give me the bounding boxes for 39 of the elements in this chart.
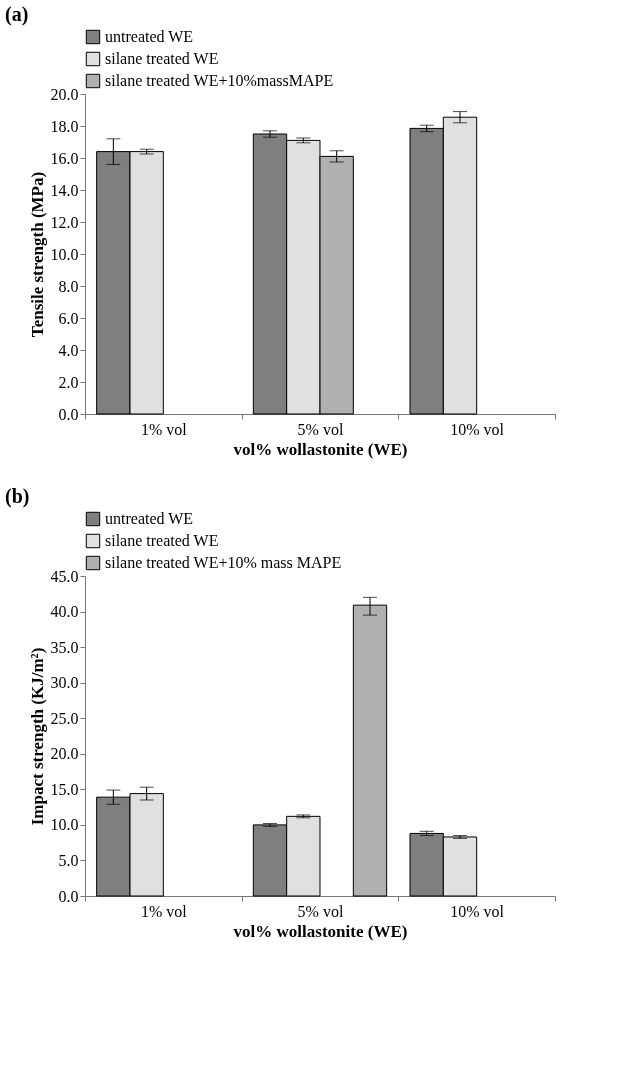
y-tick-label: 15.0: [50, 780, 79, 798]
y-tick-label: 5.0: [58, 851, 79, 869]
legend-label: untreated WE: [105, 510, 194, 527]
y-tick-label: 6.0: [58, 309, 79, 327]
x-tick-label: 10% vol: [450, 420, 505, 438]
legend-label: silane treated WE+10%massMAPE: [105, 72, 334, 89]
y-tick-label: 20.0: [50, 745, 79, 763]
y-tick-label: 40.0: [50, 603, 79, 621]
y-axis-title: Impact strength (KJ/m²): [27, 647, 47, 826]
y-tick-label: 10.0: [50, 245, 79, 263]
y-tick-label: 20.0: [50, 85, 79, 103]
x-axis-title: vol% wollastonite (WE): [233, 439, 408, 459]
legend-label: silane treated WE: [105, 50, 219, 67]
x-tick-label: 5% vol: [297, 902, 344, 920]
y-tick-label: 12.0: [50, 213, 79, 231]
y-tick-label: 30.0: [50, 674, 79, 692]
y-tick-label: 16.0: [50, 149, 79, 167]
y-tick-label: 8.0: [58, 277, 79, 295]
y-tick-label: 4.0: [58, 341, 79, 359]
y-tick-label: 18.0: [50, 117, 79, 135]
y-tick-label: 0.0: [58, 887, 79, 905]
y-tick-label: 35.0: [50, 638, 79, 656]
y-tick-label: 10.0: [50, 816, 79, 834]
x-tick-label: 5% vol: [297, 420, 344, 438]
x-axis-title: vol% wollastonite (WE): [233, 921, 408, 941]
y-tick-label: 0.0: [58, 405, 79, 423]
x-tick-label: 1% vol: [140, 902, 188, 920]
chart-title: (b): [5, 485, 30, 508]
legend-label: silane treated WE: [105, 532, 219, 549]
y-tick-label: 14.0: [50, 181, 79, 199]
y-axis-title: Tensile strength (MPa): [27, 171, 47, 338]
y-tick-label: 45.0: [50, 567, 79, 585]
x-tick-label: 1% vol: [140, 420, 188, 438]
x-tick-label: 10% vol: [450, 902, 505, 920]
y-tick-label: 25.0: [50, 709, 79, 727]
legend-label: silane treated WE+10% mass MAPE: [105, 554, 342, 571]
chart-title: (a): [5, 3, 29, 26]
legend-label: untreated WE: [105, 28, 194, 45]
y-tick-label: 2.0: [58, 373, 79, 391]
